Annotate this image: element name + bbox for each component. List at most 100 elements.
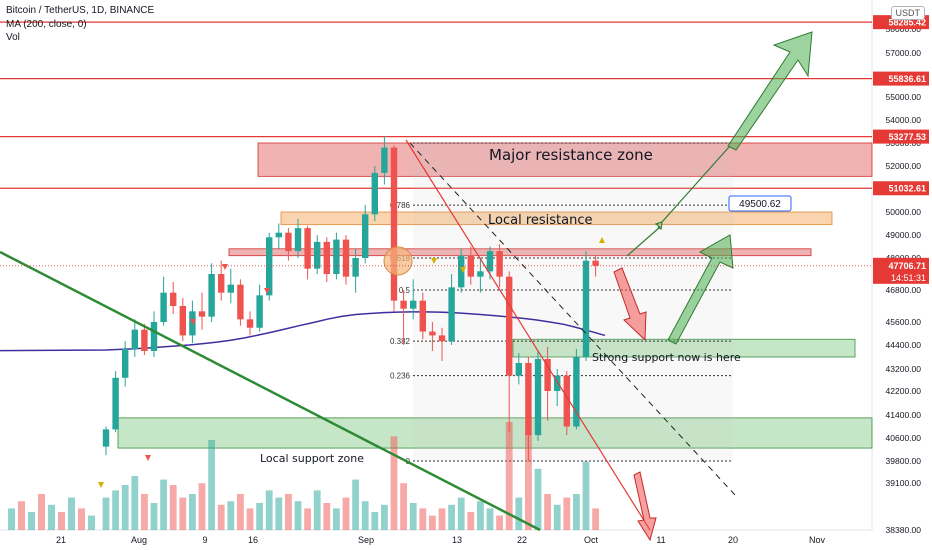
- volume-bar: [275, 497, 283, 530]
- volume-bar: [112, 490, 119, 530]
- signal-marker: [190, 319, 196, 325]
- zone-label: Local support zone: [260, 452, 364, 465]
- current-price-box: [873, 257, 929, 284]
- currency-button[interactable]: USDT: [890, 6, 925, 20]
- zone-label: Major resistance zone: [489, 146, 653, 164]
- candle-body: [352, 258, 359, 277]
- volume-bar: [381, 504, 388, 530]
- thin-up-arrow-2: [661, 146, 730, 223]
- candle-body: [102, 429, 110, 447]
- candle-body: [198, 311, 206, 317]
- volume-bar: [323, 503, 331, 530]
- fib-background: [413, 143, 733, 461]
- candle-body: [429, 331, 436, 336]
- time-tick: Sep: [358, 535, 374, 545]
- volume-bar: [467, 512, 475, 530]
- volume-bar: [237, 494, 244, 530]
- zone-box: [257, 142, 873, 177]
- fib-label: 0.5: [399, 286, 411, 295]
- volume-bar: [189, 494, 196, 530]
- price-tick: 57000.00: [886, 48, 922, 58]
- volume-bar: [592, 508, 599, 530]
- volume-bar: [313, 490, 321, 530]
- volume-bar: [179, 497, 187, 530]
- time-tick: 16: [248, 535, 258, 545]
- fib-label: 0.382: [390, 337, 411, 346]
- volume-bar: [419, 508, 427, 530]
- candle-body: [246, 319, 254, 328]
- price-label-box: [873, 181, 929, 196]
- candle-body: [323, 241, 330, 274]
- signal-marker: [264, 288, 270, 294]
- volume-bar: [400, 483, 407, 530]
- time-tick: 11: [656, 535, 665, 545]
- candle-body: [467, 255, 474, 277]
- volume-legend: Vol: [6, 32, 20, 43]
- zone-box: [280, 211, 833, 226]
- price-label-text: 55836.61: [888, 74, 926, 84]
- price-tick: 42200.00: [886, 386, 922, 396]
- candle-body: [582, 260, 590, 357]
- volume-bar: [38, 494, 45, 530]
- volume-bar: [544, 494, 551, 530]
- candle-body: [333, 239, 340, 274]
- candle-body: [237, 284, 244, 320]
- candle-body: [496, 251, 503, 277]
- volume-bars: [8, 422, 599, 530]
- volume-bar: [256, 503, 263, 530]
- volume-bar: [390, 436, 398, 530]
- candle-body: [448, 287, 455, 342]
- volume-bar: [304, 508, 311, 530]
- zones: [117, 142, 873, 449]
- volume-bar: [285, 494, 292, 530]
- volume-bar: [333, 508, 340, 530]
- time-tick: 9: [202, 535, 207, 545]
- volume-bar: [515, 497, 523, 530]
- fib-label: 0.786: [390, 201, 411, 210]
- candle-body: [506, 276, 513, 376]
- candle-body: [525, 363, 532, 436]
- volume-bar: [525, 431, 532, 530]
- time-tick: Aug: [131, 535, 147, 545]
- price-tick: 44400.00: [886, 340, 922, 350]
- candle-body: [438, 335, 446, 342]
- candle-body: [275, 232, 282, 238]
- volume-bar: [582, 461, 590, 530]
- candle-body: [227, 284, 234, 293]
- time-axis-ticks: 21 Aug 9 16 Sep 13 22 Oct 11 20 Nov: [56, 535, 826, 545]
- price-tick: 38380.00: [886, 525, 922, 535]
- volume-bar: [361, 501, 369, 530]
- candle-body: [554, 375, 561, 391]
- volume-bar: [294, 501, 302, 530]
- volume-bar: [150, 503, 158, 530]
- price-tick: 54000.00: [886, 115, 922, 125]
- volume-bar: [88, 515, 95, 530]
- volume-bar: [457, 497, 465, 530]
- candle-body: [266, 237, 273, 296]
- volume-bar: [563, 497, 571, 530]
- fib-label: 0.236: [390, 372, 411, 381]
- price-tick: 39100.00: [886, 478, 922, 488]
- candle-body: [515, 363, 522, 376]
- trendlines: [0, 139, 736, 532]
- volume-bar: [78, 508, 85, 530]
- candle-body: [112, 377, 119, 430]
- candle-body: [131, 329, 138, 349]
- volume-bar: [18, 501, 25, 530]
- volume-bar: [342, 497, 350, 530]
- signal-marker: [222, 264, 228, 270]
- volume-bar: [505, 422, 513, 530]
- candle-body: [294, 228, 302, 252]
- volume-bar: [573, 494, 580, 530]
- time-tick: 20: [728, 535, 738, 545]
- time-tick: 21: [56, 535, 66, 545]
- time-tick: Oct: [584, 535, 599, 545]
- price-tick: 43200.00: [886, 364, 922, 374]
- candle-body: [458, 255, 465, 288]
- price-tick: 52000.00: [886, 161, 922, 171]
- candle-body: [304, 228, 311, 269]
- zone-labels: Major resistance zone Local resistance Str…: [260, 146, 741, 465]
- volume-bar: [409, 503, 417, 530]
- volume-bar: [48, 504, 55, 530]
